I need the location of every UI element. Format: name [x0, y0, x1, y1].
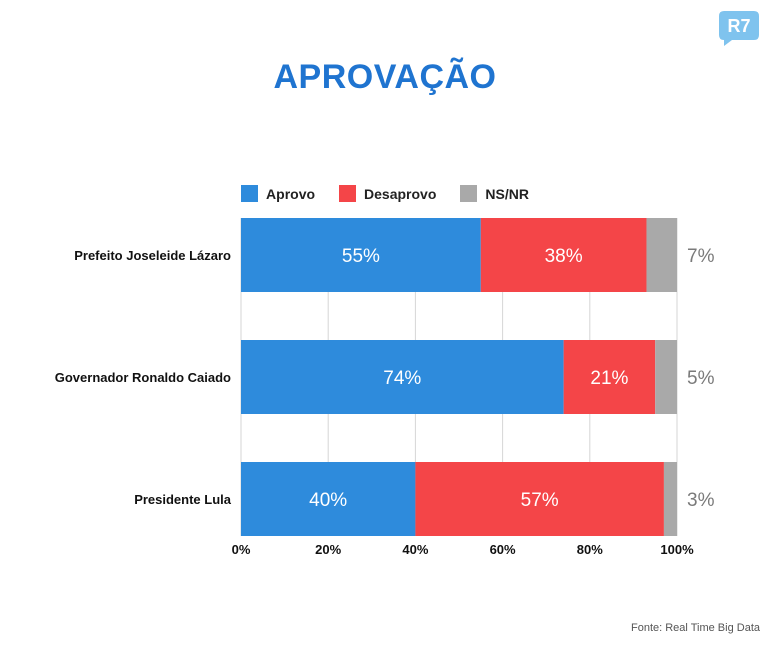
legend: Aprovo Desaprovo NS/NR [0, 185, 770, 202]
legend-item-aprovo: Aprovo [241, 185, 315, 202]
bar-nsnr-1 [655, 340, 677, 414]
x-tick-label-1: 20% [315, 542, 341, 557]
data-label-nsnr-2: 3% [687, 490, 715, 511]
legend-label-nsnr: NS/NR [485, 185, 529, 202]
x-tick-label-2: 40% [402, 542, 428, 557]
data-label-desaprovo-0: 38% [545, 246, 583, 267]
bar-aprovo-2 [241, 462, 416, 536]
bar-desaprovo-2 [415, 462, 664, 536]
bar-nsnr-0 [646, 218, 677, 292]
data-label-desaprovo-2: 57% [521, 490, 559, 511]
category-label-1: Governador Ronaldo Caiado [55, 370, 231, 385]
chart-title: APROVAÇÃO [273, 58, 497, 96]
x-tick-label-4: 80% [577, 542, 603, 557]
bar-aprovo-1 [241, 340, 564, 414]
legend-item-nsnr: NS/NR [460, 185, 529, 202]
legend-swatch-desaprovo [339, 185, 357, 202]
legend-item-desaprovo: Desaprovo [339, 185, 436, 202]
x-tick-label-5: 100% [660, 542, 694, 557]
bar-desaprovo-0 [480, 218, 647, 292]
legend-swatch-aprovo [241, 185, 259, 202]
r7-logo-icon: R7 [719, 11, 759, 46]
x-tick-label-3: 60% [490, 542, 516, 557]
logo-text: R7 [727, 16, 750, 36]
bar-nsnr-2 [663, 462, 677, 536]
legend-swatch-nsnr [460, 185, 478, 202]
bar-desaprovo-1 [563, 340, 656, 414]
data-label-aprovo-0: 55% [342, 246, 380, 267]
data-label-aprovo-2: 40% [309, 490, 347, 511]
data-label-nsnr-1: 5% [687, 368, 715, 389]
source-note: Fonte: Real Time Big Data [630, 622, 760, 634]
bar-aprovo-0 [241, 218, 481, 292]
data-label-desaprovo-1: 21% [590, 368, 628, 389]
category-label-0: Prefeito Joseleide Lázaro [74, 248, 231, 263]
data-label-aprovo-1: 74% [383, 368, 421, 389]
x-tick-label-0: 0% [232, 542, 251, 557]
data-label-nsnr-0: 7% [687, 246, 715, 267]
legend-label-aprovo: Aprovo [266, 185, 316, 202]
legend-label-desaprovo: Desaprovo [364, 185, 437, 202]
category-label-2: Presidente Lula [134, 492, 232, 507]
